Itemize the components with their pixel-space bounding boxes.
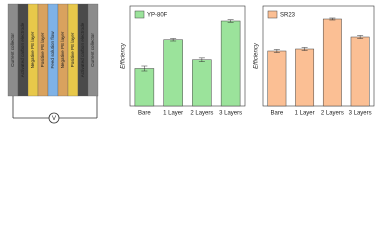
x-tick-label: 1 Layer [163, 111, 183, 117]
layer-label: Positive PE layer [70, 32, 75, 67]
error-bar [227, 19, 234, 23]
layer-label: Negative PE layer [30, 31, 35, 68]
error-bar [301, 47, 308, 51]
plot-frame [262, 5, 375, 107]
layer-label: Current collector [90, 33, 95, 67]
error-bar [273, 49, 280, 53]
x-tick-label: 3 Layers [349, 111, 372, 117]
error-bar [357, 35, 364, 39]
voltmeter-label: V [52, 116, 56, 122]
bar [322, 18, 342, 107]
bar [267, 50, 287, 107]
error-bar [198, 57, 205, 62]
y-axis-label: Efficiency [121, 42, 127, 69]
legend-label: SR23 [280, 12, 296, 18]
layer-label: Feed solution flow [50, 31, 55, 69]
x-tick-label: Bare [138, 111, 151, 117]
layer-label: Current collector [10, 33, 15, 67]
x-tick-label: 3 Layers [219, 111, 242, 117]
figure: Current collector Activated carbon electr… [7, 3, 375, 124]
bar [134, 68, 155, 107]
cell-diagram: Current collector Activated carbon electr… [7, 3, 99, 97]
bar [192, 59, 212, 107]
layer [87, 3, 99, 97]
layer-label: Activated carbon electrode [20, 22, 25, 77]
error-bar [141, 65, 148, 72]
layer-label: Positive PE layer [40, 32, 45, 67]
bar [220, 20, 241, 107]
layer-label: Activated carbon electrode [80, 22, 85, 77]
layer-label: Negative PE layer [60, 31, 65, 68]
x-tick-label: 1 Layer [295, 111, 315, 117]
legend-swatch [134, 10, 145, 19]
x-tick-label: 2 Layers [321, 111, 344, 117]
bar [350, 36, 370, 107]
bar [295, 48, 315, 107]
legend-label: YP-80F [147, 12, 168, 18]
bar [163, 39, 183, 107]
legend-swatch [267, 10, 278, 19]
error-bar [329, 17, 336, 21]
y-axis-label: Efficiency [254, 42, 260, 69]
plot-frame [129, 5, 246, 107]
error-bar [170, 38, 177, 42]
x-tick-label: Bare [271, 111, 284, 117]
x-tick-label: 2 Layers [190, 111, 213, 117]
voltmeter [48, 112, 60, 124]
